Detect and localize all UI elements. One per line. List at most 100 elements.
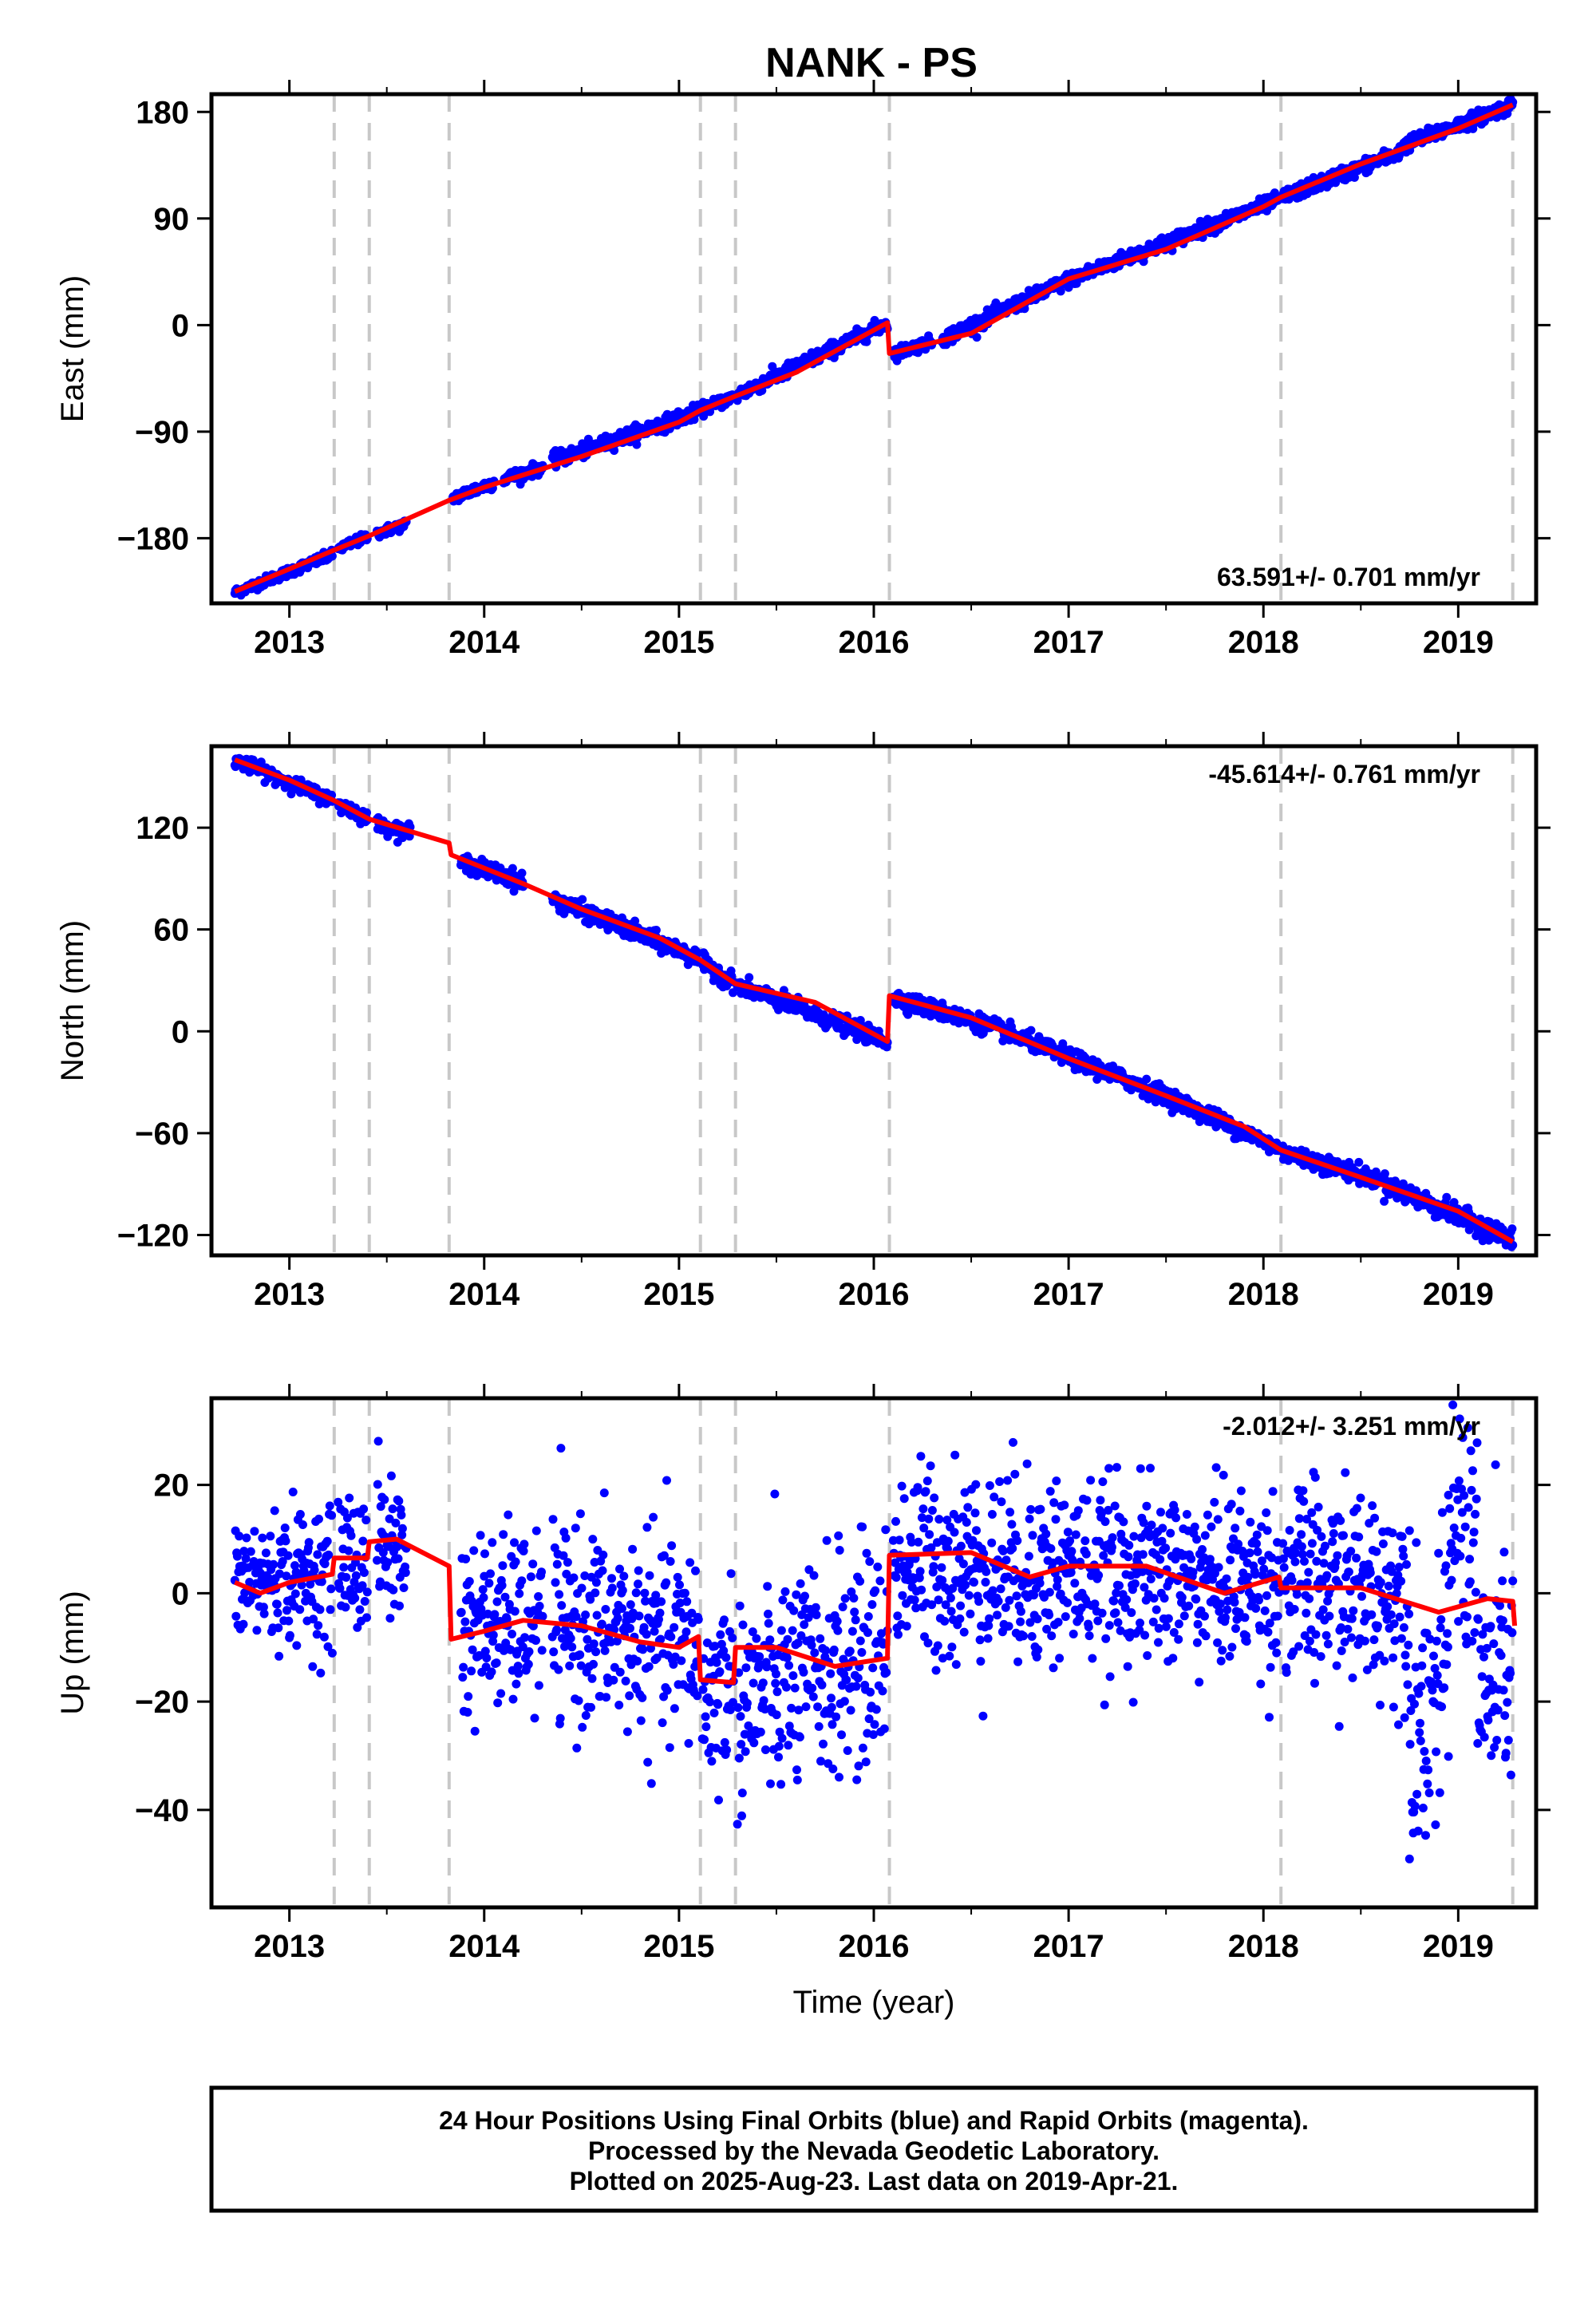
data-point <box>829 1645 839 1654</box>
data-point <box>670 1622 679 1632</box>
data-point <box>355 1605 365 1614</box>
data-point <box>863 1612 873 1621</box>
rate-label: -45.614+/- 0.761 mm/yr <box>1208 760 1480 788</box>
data-point <box>744 1721 753 1730</box>
rate-label: 63.591+/- 0.701 mm/yr <box>1217 563 1480 591</box>
data-point <box>947 1642 957 1652</box>
data-point <box>1507 1224 1517 1234</box>
data-point <box>868 1663 878 1673</box>
data-point <box>780 1587 790 1596</box>
data-point <box>771 1678 780 1688</box>
data-point <box>353 1622 362 1632</box>
data-point <box>921 1487 930 1496</box>
data-point <box>508 1630 516 1638</box>
data-point <box>250 1527 259 1536</box>
data-point <box>498 1561 508 1571</box>
data-point <box>922 1476 932 1486</box>
data-point <box>776 1626 786 1635</box>
data-point <box>597 1619 606 1629</box>
data-point <box>927 1506 937 1515</box>
north-panel: 2013 2014 2015 2016 2017 2018 2019−120−6006012… <box>55 732 1551 1312</box>
data-point <box>764 1609 772 1618</box>
data-point <box>319 1632 329 1642</box>
data-points <box>230 753 1518 1251</box>
data-point <box>868 1730 878 1739</box>
data-point <box>528 1559 538 1569</box>
data-point <box>351 1571 361 1580</box>
data-point <box>511 1557 520 1567</box>
data-point <box>309 1614 318 1624</box>
data-point <box>755 1652 764 1662</box>
data-point <box>862 1548 871 1558</box>
data-point <box>657 1597 666 1607</box>
data-point <box>790 1683 800 1693</box>
data-point <box>675 1599 685 1607</box>
data-point <box>795 1733 804 1742</box>
data-point <box>621 1676 630 1686</box>
data-point <box>397 1510 406 1520</box>
data-point <box>634 1566 643 1575</box>
y-axis-label: East (mm) <box>55 275 90 422</box>
data-point <box>669 1660 678 1669</box>
data-point <box>298 1520 307 1529</box>
x-tick-label: 2014 <box>448 1277 520 1312</box>
x-tick-label: 2013 <box>254 625 325 660</box>
data-point <box>946 1593 955 1603</box>
data-point <box>275 1651 284 1661</box>
data-point <box>847 1626 857 1636</box>
data-point <box>327 1648 337 1658</box>
data-point <box>373 1480 382 1489</box>
data-point <box>793 1638 803 1648</box>
data-point <box>242 1533 251 1543</box>
data-point <box>709 1708 719 1717</box>
data-point <box>728 1633 737 1642</box>
data-point <box>508 864 517 873</box>
data-point <box>308 1662 318 1671</box>
data-point <box>948 1583 958 1593</box>
data-point <box>239 1547 249 1556</box>
y-tick-label: 0 <box>172 1014 189 1049</box>
data-point <box>800 1591 809 1601</box>
data-point <box>628 1544 638 1554</box>
data-point <box>1380 1169 1389 1179</box>
data-point <box>519 1547 528 1555</box>
data-point <box>950 1528 959 1537</box>
data-point <box>601 1605 610 1614</box>
data-point <box>794 1705 804 1715</box>
data-point <box>552 1559 562 1569</box>
data-point <box>796 1579 805 1588</box>
data-point <box>480 1549 489 1559</box>
data-point <box>598 1566 607 1575</box>
data-point <box>782 1653 792 1662</box>
data-point <box>893 1611 903 1621</box>
data-point <box>733 1703 743 1713</box>
data-point <box>642 1630 651 1639</box>
data-point <box>863 1628 872 1638</box>
data-point <box>720 1615 729 1625</box>
data-point <box>899 1494 909 1504</box>
data-point <box>284 1616 294 1626</box>
data-point <box>581 1611 591 1619</box>
data-point <box>361 1516 371 1525</box>
data-point <box>707 1757 717 1766</box>
data-point <box>960 1488 970 1497</box>
data-point <box>514 1669 523 1678</box>
data-point <box>492 1597 502 1607</box>
data-point <box>561 1533 571 1543</box>
data-point <box>685 1558 695 1567</box>
data-point <box>554 1665 563 1674</box>
data-point <box>549 1647 559 1657</box>
data-point <box>894 1630 903 1639</box>
data-point <box>506 1645 516 1654</box>
data-point <box>913 1483 922 1492</box>
x-tick-label: 2019 <box>1423 625 1494 660</box>
data-point <box>1354 1157 1364 1167</box>
y-axis-label: North (mm) <box>55 920 90 1081</box>
data-points <box>230 95 1518 600</box>
data-point <box>609 1675 618 1685</box>
data-point <box>538 1611 547 1621</box>
data-point <box>518 1642 527 1652</box>
x-tick-label: 2018 <box>1228 625 1299 660</box>
data-point <box>796 1631 806 1640</box>
data-point <box>705 1697 715 1707</box>
